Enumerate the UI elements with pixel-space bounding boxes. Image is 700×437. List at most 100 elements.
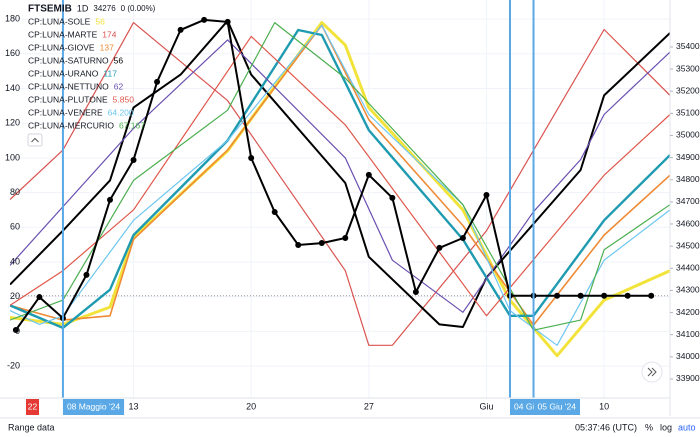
y-tick-label: -20 xyxy=(7,360,20,370)
price-dot xyxy=(177,26,184,33)
series-line xyxy=(10,39,670,313)
y-tick-label: 80 xyxy=(10,187,20,197)
percent-toggle[interactable]: % xyxy=(645,422,653,432)
price-dot xyxy=(342,234,349,241)
legend-value: 56 xyxy=(95,16,105,26)
plot-area xyxy=(10,0,670,398)
price-dot xyxy=(483,192,490,199)
y2-tick-label: 35400 xyxy=(676,41,700,51)
legend-name: CP:LUNA-VENERE xyxy=(28,107,103,117)
auto-toggle[interactable]: auto xyxy=(678,422,696,432)
marker-label: 05 Giu '24 xyxy=(533,399,581,415)
y-tick-label: 60 xyxy=(10,222,20,232)
legend-name: CP:LUNA-MERCURIO xyxy=(28,120,114,130)
price-dot xyxy=(389,194,396,201)
y2-tick-label: 34800 xyxy=(676,174,700,184)
axes: -20 0 20 40 60 80 100 120 140 160 180 33900 34000 341… xyxy=(5,13,700,415)
y2-tick-label: 35300 xyxy=(676,63,700,73)
y2-tick-label: 34400 xyxy=(676,263,700,273)
interval: 1D xyxy=(77,3,89,13)
price-dot xyxy=(130,157,137,164)
price-dot xyxy=(83,271,90,278)
x-tick-label: Giu xyxy=(479,401,493,411)
y-tick-label: 100 xyxy=(5,152,20,162)
y-tick-label: 0 xyxy=(15,326,20,336)
symbol: FTSEMIB xyxy=(28,4,72,15)
y-tick-label: 20 xyxy=(10,291,20,301)
price-dot xyxy=(459,234,466,241)
price-dot xyxy=(436,244,443,251)
marker-box xyxy=(533,399,581,415)
legend-value: 137 xyxy=(100,42,114,52)
log-toggle[interactable]: log xyxy=(660,422,672,432)
marker-text: 05 Giu '24 xyxy=(538,401,577,411)
series-line xyxy=(10,19,670,328)
price-dot xyxy=(318,240,325,247)
range-data[interactable]: Range data xyxy=(8,422,55,432)
series-line xyxy=(10,24,670,346)
y2-tick-label: 35200 xyxy=(676,85,700,95)
start-label: 22 xyxy=(26,399,39,415)
legend-value: 67.167 xyxy=(119,120,145,130)
start-text: 22 xyxy=(28,401,38,411)
y2-tick-label: 34200 xyxy=(676,307,700,317)
y2-tick-label: 34000 xyxy=(676,351,700,361)
price-dot xyxy=(248,155,255,162)
legend-value: 174 xyxy=(102,29,116,39)
price-dot xyxy=(154,78,161,85)
series-line xyxy=(10,35,670,317)
price-dot xyxy=(224,18,231,25)
marker-text: 08 Maggio '24 xyxy=(67,401,120,411)
y-tick-label: 120 xyxy=(5,118,20,128)
scroll-icon xyxy=(647,367,657,377)
x-tick-label: 20 xyxy=(246,401,256,411)
collapse-icon xyxy=(31,137,39,143)
legend-value: 5.850 xyxy=(113,94,135,104)
price-line xyxy=(15,18,652,331)
marker-text: 04 Giu '24 xyxy=(514,401,553,411)
price-dot xyxy=(412,288,419,295)
price-dot xyxy=(12,327,19,334)
legend-name: CP:LUNA-SOLE xyxy=(28,16,91,26)
series-line xyxy=(10,22,670,346)
collapse-legend-button[interactable] xyxy=(27,133,43,147)
y-tick-label: 40 xyxy=(10,256,20,266)
legend-name: CP:LUNA-URANO xyxy=(28,68,99,78)
y2-tick-label: 35100 xyxy=(676,108,700,118)
x-tick-label: 27 xyxy=(364,401,374,411)
y2-tick-label: 35000 xyxy=(676,130,700,140)
legend: FTSEMIB 1D 34276 0 (0.00%) CP:LUNA-SOLE 5… xyxy=(28,3,156,130)
y2-tick-label: 34500 xyxy=(676,240,700,250)
clock: 05:37:46 (UTC) xyxy=(575,422,637,432)
y2-tick-label: 34300 xyxy=(676,285,700,295)
legend-name: CP:LUNA-NETTUNO xyxy=(28,81,109,91)
y2-tick-label: 34700 xyxy=(676,196,700,206)
price-dot xyxy=(201,16,208,23)
y2-tick-label: 34600 xyxy=(676,218,700,228)
last-price: 34276 xyxy=(93,4,116,13)
price-dot xyxy=(624,292,631,299)
y-tick-label: 140 xyxy=(5,83,20,93)
price-dot xyxy=(577,292,584,299)
x-tick-label: 10 xyxy=(599,401,609,411)
price-dot xyxy=(271,209,278,216)
price-dot xyxy=(107,196,113,203)
legend-name: CP:LUNA-PLUTONE xyxy=(28,94,108,104)
legend-value: 56 xyxy=(114,55,124,65)
y2-tick-label: 34100 xyxy=(676,329,700,339)
y-tick-label: 180 xyxy=(5,13,20,23)
legend-value: 64.200 xyxy=(108,107,134,117)
legend-name: CP:LUNA-MARTE xyxy=(28,29,98,39)
legend-value: 62 xyxy=(114,81,124,91)
change: 0 (0.00%) xyxy=(121,4,156,13)
legend-name: CP:LUNA-SATURNO xyxy=(28,55,109,65)
price-dot xyxy=(365,171,372,178)
legend-value: 117 xyxy=(103,68,117,78)
price-dot xyxy=(295,242,302,249)
price-dot xyxy=(648,292,655,299)
series-line xyxy=(10,21,670,358)
y2-tick-label: 34900 xyxy=(676,152,700,162)
price-dot xyxy=(554,292,561,299)
